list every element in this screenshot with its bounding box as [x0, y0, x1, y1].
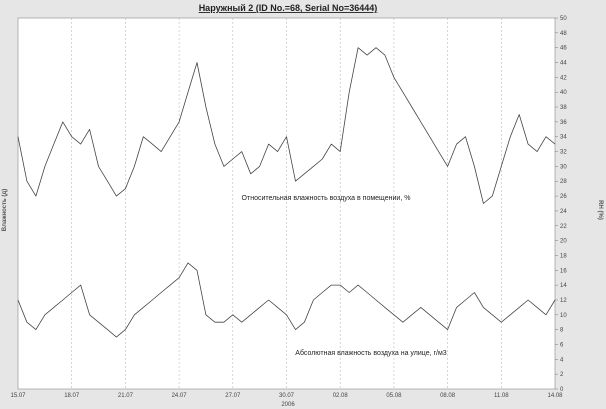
series-line-1 [17, 47, 556, 204]
y-tick-label: 10 [560, 313, 567, 319]
y-tick-label: 34 [560, 135, 567, 141]
y-tick-label: 24 [560, 209, 567, 215]
y-tick-label: 4 [560, 357, 564, 363]
vertical-gridlines [71, 18, 502, 389]
x-tick-label: 27.07 [225, 393, 241, 399]
y-tick-label: 6 [560, 342, 564, 348]
annotation-relative-humidity: Относительная влажность воздуха в помеще… [242, 195, 411, 202]
y-tick-label: 42 [560, 75, 567, 81]
y-axis-label-left: Влажность (д) [2, 189, 8, 231]
x-axis-label: 2006 [281, 402, 295, 408]
y-tick-label: 30 [560, 164, 567, 170]
x-tick-label: 14.08 [547, 393, 563, 399]
chart-title: Наружный 2 (ID No.=68, Serial No=36444) [199, 3, 378, 13]
y-tick-label: 18 [560, 253, 567, 259]
y-tick-labels: 0246810121416182022242628303234363840424… [560, 16, 567, 393]
x-tick-label: 21.07 [118, 393, 134, 399]
x-tick-label: 08.08 [440, 393, 456, 399]
x-tick-label: 11.08 [494, 393, 509, 399]
y-tick-label: 14 [560, 283, 567, 289]
x-tick-labels: 15.07 18.07 21.07 24.07 27.07 30.07 02.08 05.08… [10, 393, 563, 399]
series-lines [17, 47, 556, 338]
y-tick-label: 48 [560, 31, 567, 37]
y-tick-label: 22 [560, 224, 567, 230]
y-tick-label: 16 [560, 268, 567, 274]
y-axis-label-right: RH (%) [597, 200, 603, 220]
y-tick-label: 2 [560, 372, 564, 378]
axis-ticks [555, 17, 558, 390]
y-tick-label: 20 [560, 239, 567, 245]
y-tick-label: 0 [560, 387, 564, 393]
y-tick-label: 38 [560, 105, 567, 111]
x-tick-label: 18.07 [64, 393, 80, 399]
y-tick-label: 50 [560, 16, 567, 22]
y-tick-label: 36 [560, 120, 567, 126]
y-tick-label: 32 [560, 150, 567, 156]
y-tick-label: 8 [560, 328, 564, 334]
y-tick-label: 26 [560, 194, 567, 200]
x-tick-label: 15.07 [10, 393, 26, 399]
series-line-2 [17, 262, 556, 338]
x-tick-label: 24.07 [172, 393, 188, 399]
y-tick-label: 44 [560, 61, 567, 67]
x-tick-label: 30.07 [279, 393, 295, 399]
y-tick-label: 46 [560, 46, 567, 52]
y-tick-label: 28 [560, 179, 567, 185]
y-tick-label: 12 [560, 298, 567, 304]
annotation-absolute-humidity: Абсолютная влажность воздуха на улице, г… [295, 349, 446, 357]
x-tick-label: 05.08 [386, 393, 402, 399]
x-tick-label: 02.08 [333, 393, 349, 399]
y-tick-label: 40 [560, 90, 567, 96]
